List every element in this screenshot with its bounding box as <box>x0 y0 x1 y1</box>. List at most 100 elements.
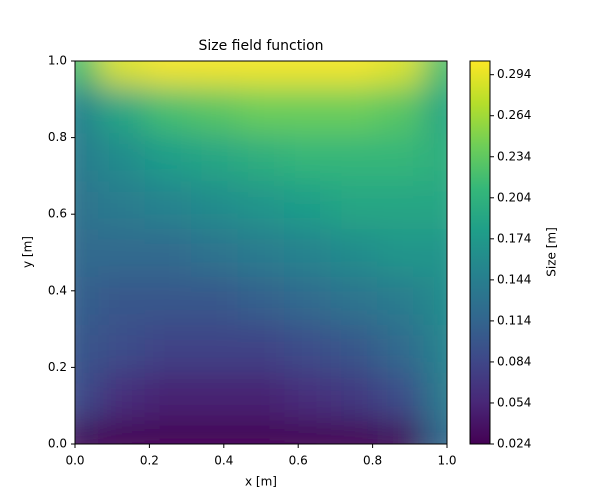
field-cell <box>75 420 99 444</box>
field-cell <box>377 324 425 373</box>
field-cell <box>191 420 239 444</box>
x-axis-label: x [m] <box>245 475 277 489</box>
field-cell <box>98 61 146 86</box>
field-cell <box>237 84 285 134</box>
field-cell <box>423 324 447 373</box>
y-tick-label: 0.0 <box>48 437 67 451</box>
field-cell <box>144 420 192 444</box>
field-cell <box>237 372 285 421</box>
field-cell <box>237 324 285 373</box>
field-cell <box>237 276 285 325</box>
colorbar-tick-label: 0.174 <box>497 231 531 245</box>
field-cell <box>377 372 425 421</box>
field-cell <box>191 132 239 182</box>
field-cell <box>330 324 378 373</box>
x-tick-label: 1.0 <box>437 454 456 468</box>
x-tick-label: 0.8 <box>363 454 382 468</box>
colorbar-label: Size [m] <box>545 227 559 277</box>
field-cell <box>330 372 378 421</box>
field-cell <box>237 180 285 230</box>
x-tick-label: 0.2 <box>140 454 159 468</box>
y-tick-label: 1.0 <box>48 54 67 68</box>
field-cell <box>377 61 425 86</box>
field-cell <box>423 132 447 182</box>
y-tick-label: 0.2 <box>48 360 67 374</box>
field-cell <box>144 276 192 325</box>
field-cell <box>377 132 425 182</box>
field-cell <box>98 372 146 421</box>
field-cell <box>330 228 378 277</box>
field-cell <box>98 324 146 373</box>
field-cell <box>75 84 99 134</box>
field-cell <box>377 228 425 277</box>
field-cell <box>284 132 332 182</box>
field-cell <box>330 132 378 182</box>
field-cell <box>144 180 192 230</box>
colorbar-tick-label: 0.084 <box>497 354 531 368</box>
field-cell <box>330 84 378 134</box>
field-cell <box>330 61 378 86</box>
field-cell <box>144 372 192 421</box>
y-tick-label: 0.8 <box>48 130 67 144</box>
field-cell <box>284 180 332 230</box>
field-cell <box>284 276 332 325</box>
field-cell <box>144 84 192 134</box>
colorbar-tick-label: 0.144 <box>497 272 531 286</box>
colorbar-tick-label: 0.024 <box>497 437 531 451</box>
field-cell <box>330 276 378 325</box>
field-cell <box>144 228 192 277</box>
field-cell <box>144 61 192 86</box>
field-cell <box>75 276 99 325</box>
field-cell <box>284 324 332 373</box>
field-cell <box>377 420 425 444</box>
colorbar-tick-label: 0.114 <box>497 313 531 327</box>
field-cell <box>191 324 239 373</box>
x-tick-label: 0.0 <box>65 454 84 468</box>
field-cell <box>75 228 99 277</box>
field-cell <box>284 420 332 444</box>
field-cell <box>330 420 378 444</box>
field-cell <box>191 84 239 134</box>
field-cell <box>191 276 239 325</box>
field-cell <box>191 61 239 86</box>
y-tick-label: 0.4 <box>48 283 67 297</box>
field-cell <box>144 132 192 182</box>
field-cell <box>237 228 285 277</box>
field-cell <box>98 180 146 230</box>
field-cell <box>330 180 378 230</box>
field-cell <box>237 420 285 444</box>
y-axis-label: y [m] <box>21 236 35 268</box>
field-cell <box>423 84 447 134</box>
field-cell <box>423 180 447 230</box>
field-cell <box>423 228 447 277</box>
plot-frame <box>74 60 448 445</box>
field-cell <box>377 180 425 230</box>
field-cell <box>423 276 447 325</box>
field-cell <box>284 61 332 86</box>
colorbar-tick-label: 0.234 <box>497 149 531 163</box>
field-cell <box>191 228 239 277</box>
field-cell <box>98 420 146 444</box>
chart-title: Size field function <box>198 38 323 54</box>
x-tick-label: 0.6 <box>289 454 308 468</box>
field-cell <box>144 324 192 373</box>
x-tick-label: 0.4 <box>214 454 233 468</box>
field-cell <box>75 61 99 86</box>
field <box>75 61 447 444</box>
field-cell <box>377 84 425 134</box>
field-cell <box>284 84 332 134</box>
field-cell <box>75 324 99 373</box>
y-tick-label: 0.6 <box>48 207 67 221</box>
field-cell <box>423 372 447 421</box>
field-cell <box>191 180 239 230</box>
field-cell <box>75 132 99 182</box>
field-cell <box>75 372 99 421</box>
colorbar-tick-label: 0.204 <box>497 190 531 204</box>
field-cell <box>98 84 146 134</box>
field-cell <box>237 61 285 86</box>
field-cell <box>237 132 285 182</box>
field-cell <box>75 180 99 230</box>
field-cell <box>191 372 239 421</box>
colorbar-tick-label: 0.294 <box>497 67 531 81</box>
